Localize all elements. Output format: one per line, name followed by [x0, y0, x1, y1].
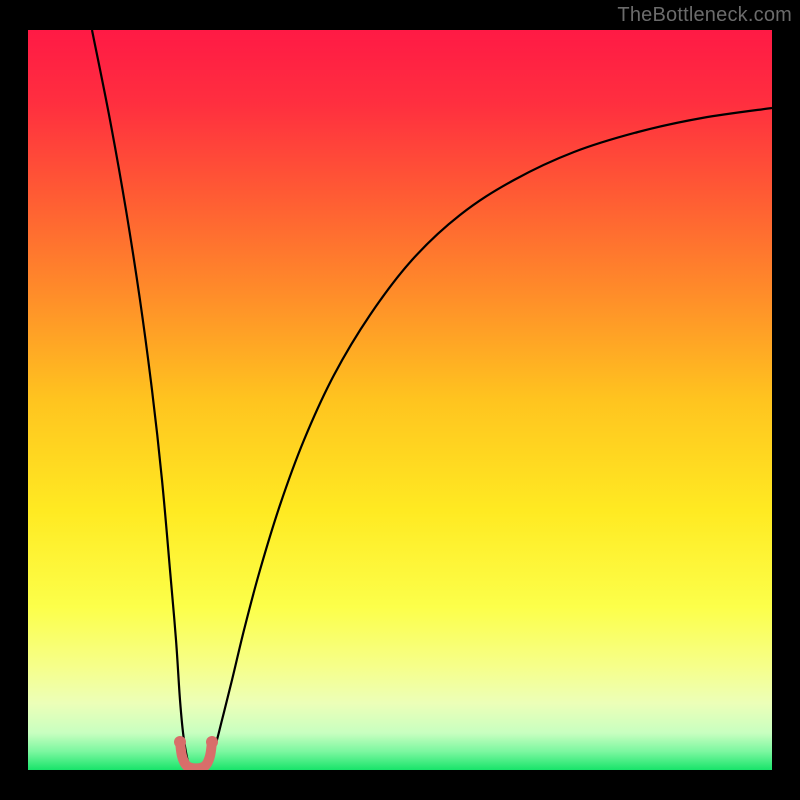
plot-area	[28, 30, 772, 770]
chart-canvas: TheBottleneck.com	[0, 0, 800, 800]
bottleneck-curve	[92, 30, 772, 770]
watermark-text: TheBottleneck.com	[617, 4, 792, 27]
curve-layer	[28, 30, 772, 770]
highlight-u-marker	[180, 742, 212, 768]
highlight-dot-left	[174, 736, 186, 748]
highlight-dot-right	[206, 736, 218, 748]
